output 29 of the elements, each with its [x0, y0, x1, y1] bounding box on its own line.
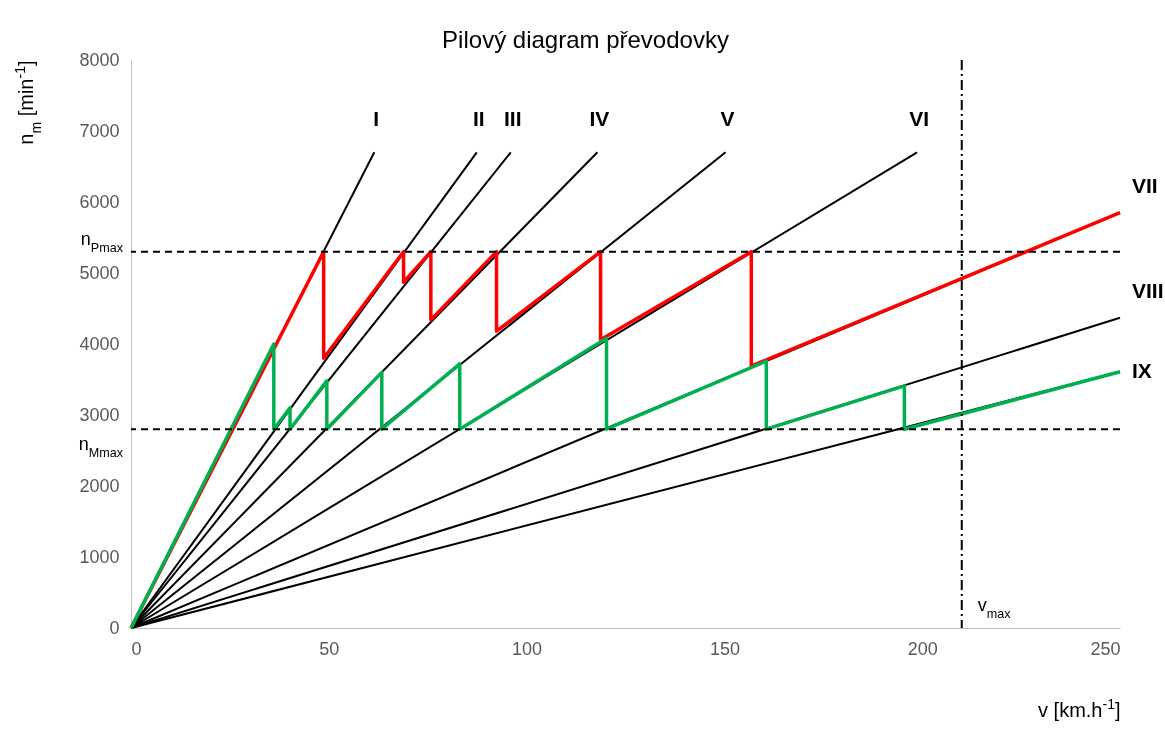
x-tick-label: 200	[907, 638, 938, 659]
ref-line-label: n$_{Mmax}$	[78, 434, 124, 461]
ref-line-label: n$_{Pmax}$	[80, 228, 124, 255]
series-label: VI	[909, 107, 929, 131]
y-tick-label: 1000	[79, 546, 120, 567]
ref-line-label: v$_{max}$	[977, 595, 1012, 621]
series-label: IX	[1132, 358, 1152, 382]
y-tick-label: 2000	[79, 475, 120, 496]
y-tick-label: 6000	[79, 191, 120, 212]
x-tick-label: 250	[1090, 638, 1121, 659]
series-label: VII	[1132, 173, 1158, 197]
y-tick-label: 8000	[79, 49, 120, 70]
series-label: II	[472, 107, 485, 131]
y-tick-label: 5000	[79, 262, 120, 283]
x-tick-label: 150	[709, 638, 740, 659]
series-label: III	[504, 107, 522, 131]
x-tick-label: 50	[319, 638, 340, 659]
y-tick-label: 7000	[79, 120, 120, 141]
x-tick-label: 0	[131, 638, 142, 659]
series-label: IV	[589, 107, 610, 131]
series-label: I	[373, 107, 380, 131]
series-label: VIII	[1132, 278, 1164, 302]
x-axis-title: v [km.h$^{-1}$]	[1038, 695, 1121, 721]
chart-title: Pilový diagram převodovky	[442, 26, 729, 53]
y-tick-label: 0	[109, 617, 120, 638]
x-tick-label: 100	[512, 638, 543, 659]
series-label: V	[720, 107, 735, 131]
y-tick-label: 4000	[79, 333, 120, 354]
y-tick-label: 3000	[79, 404, 120, 425]
